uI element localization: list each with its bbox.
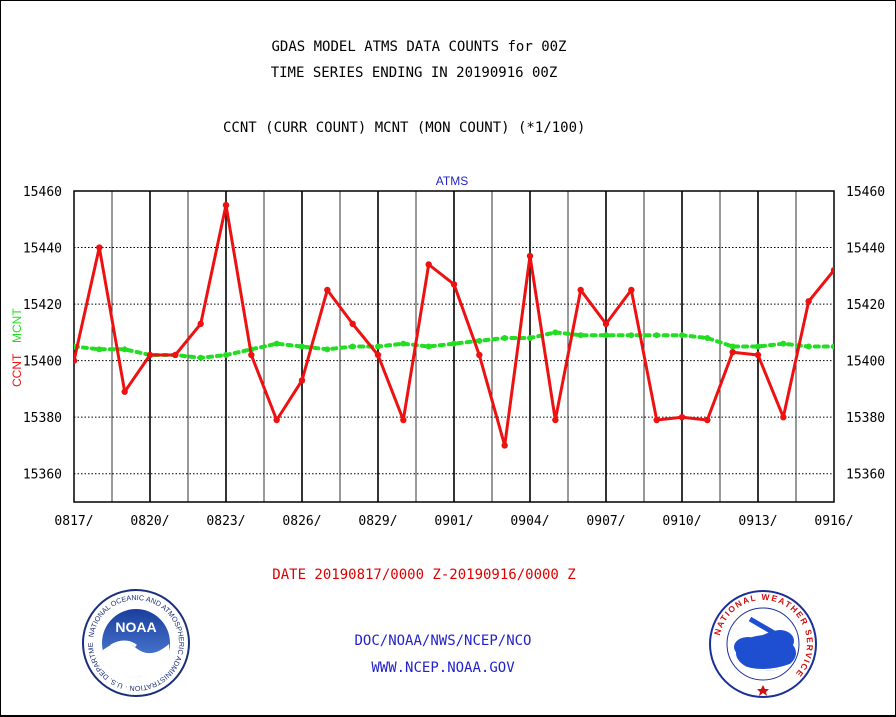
data-point-ccnt <box>577 286 584 294</box>
data-point-ccnt <box>96 244 103 251</box>
data-point-ccnt <box>425 261 432 268</box>
data-point-mcnt <box>729 343 736 350</box>
data-point-ccnt <box>121 388 128 395</box>
data-point-mcnt <box>223 351 229 358</box>
data-point-mcnt <box>704 335 711 342</box>
axis-labels: 0817/0820/0823/0826/0829/0901/0904/0907/… <box>23 185 885 529</box>
data-point-mcnt <box>299 343 305 350</box>
data-point-mcnt <box>349 343 356 350</box>
data-point-mcnt <box>552 329 559 336</box>
data-point-ccnt <box>830 266 834 274</box>
x-tick-label: 0904/ <box>510 514 549 529</box>
data-point-mcnt <box>451 340 457 347</box>
data-point-mcnt <box>425 343 432 350</box>
data-point-mcnt <box>679 332 685 339</box>
series-layer <box>74 201 834 449</box>
data-point-ccnt <box>400 416 407 424</box>
data-point-mcnt <box>805 343 812 350</box>
data-point-mcnt <box>577 332 584 339</box>
y-tick-label-left: 15380 <box>23 411 62 426</box>
x-tick-label: 0820/ <box>130 514 169 529</box>
data-point-ccnt <box>349 320 356 328</box>
data-point-mcnt <box>501 335 508 342</box>
data-point-ccnt <box>476 351 483 359</box>
nws-logo-icon: NATIONAL WEATHER SERVICE <box>709 590 817 698</box>
y-tick-label-left: 15400 <box>23 355 62 370</box>
data-point-ccnt <box>74 357 78 364</box>
x-tick-label: 0829/ <box>358 514 397 529</box>
y-tick-label-left: 15440 <box>23 242 62 257</box>
credit-line: DOC/NOAA/NWS/NCEP/NCO <box>354 633 532 649</box>
data-point-ccnt <box>628 286 635 294</box>
y-axis-label-ccnt: CCNT <box>10 353 24 387</box>
data-point-mcnt <box>603 332 609 339</box>
x-tick-label: 0823/ <box>206 514 245 529</box>
data-point-ccnt <box>374 351 382 359</box>
x-tick-label: 0817/ <box>54 514 93 529</box>
y-tick-label-right: 15420 <box>846 298 885 313</box>
data-point-mcnt <box>476 337 483 344</box>
data-point-mcnt <box>831 343 834 350</box>
data-point-mcnt <box>628 332 635 339</box>
data-point-mcnt <box>121 346 128 353</box>
y-tick-label-right: 15380 <box>846 411 885 426</box>
data-point-ccnt <box>298 377 306 384</box>
data-point-ccnt <box>501 442 508 449</box>
data-point-ccnt <box>146 351 154 359</box>
noaa-logo-icon: NATIONAL OCEANIC AND ATMOSPHERIC ADMINIS… <box>81 588 190 697</box>
chart-title: ATMS <box>436 174 468 188</box>
data-point-ccnt <box>653 416 660 424</box>
y-tick-label-right: 15400 <box>846 355 885 370</box>
data-point-ccnt <box>729 348 736 356</box>
data-point-mcnt <box>197 354 204 361</box>
data-point-ccnt <box>324 286 331 294</box>
data-point-ccnt <box>754 351 762 359</box>
x-tick-label: 0901/ <box>434 514 473 529</box>
y-axis-label-mcnt: MCNT <box>10 308 24 343</box>
data-point-ccnt <box>273 416 280 424</box>
data-point-mcnt <box>324 346 331 353</box>
x-tick-label: 0910/ <box>662 514 701 529</box>
page-subtitle: TIME SERIES ENDING IN 20190916 00Z <box>270 65 558 81</box>
data-point-ccnt <box>704 416 711 424</box>
data-point-ccnt <box>222 201 230 209</box>
x-tick-label: 0826/ <box>282 514 321 529</box>
data-point-mcnt <box>375 343 381 350</box>
data-point-ccnt <box>450 281 458 288</box>
y-tick-label-left: 15420 <box>23 298 62 313</box>
data-point-ccnt <box>172 351 179 359</box>
data-point-ccnt <box>197 320 204 328</box>
y-tick-label-right: 15460 <box>846 185 885 200</box>
website-link[interactable]: WWW.NCEP.NOAA.GOV <box>371 660 515 676</box>
data-point-ccnt <box>552 416 559 424</box>
y-tick-label-left: 15360 <box>23 468 62 483</box>
data-point-ccnt <box>248 351 255 359</box>
x-tick-label: 0907/ <box>586 514 625 529</box>
series-ccnt <box>74 201 834 449</box>
y-tick-label-right: 15360 <box>846 468 885 483</box>
y-axis-label: CCNT MCNT <box>10 308 24 387</box>
page-title: GDAS MODEL ATMS DATA COUNTS for 00Z <box>271 39 567 55</box>
x-tick-label: 0913/ <box>738 514 777 529</box>
series-description: CCNT (CURR COUNT) MCNT (MON COUNT) (*1/1… <box>223 120 586 136</box>
data-point-mcnt <box>755 343 761 350</box>
data-point-ccnt <box>780 413 787 421</box>
data-point-mcnt <box>400 340 407 347</box>
data-point-mcnt <box>780 340 787 347</box>
noaa-logo-text: NOAA <box>115 619 156 635</box>
data-point-mcnt <box>96 346 103 353</box>
data-point-ccnt <box>602 320 610 328</box>
data-point-mcnt <box>653 332 660 339</box>
y-tick-label-right: 15440 <box>846 242 885 257</box>
data-point-mcnt <box>273 340 280 347</box>
data-point-ccnt <box>805 298 812 305</box>
date-range: DATE 20190817/0000 Z-20190916/0000 Z <box>272 567 576 583</box>
data-point-ccnt <box>678 413 686 421</box>
data-point-mcnt <box>527 335 533 342</box>
y-tick-label-left: 15460 <box>23 185 62 200</box>
data-point-ccnt <box>526 252 534 260</box>
x-tick-label: 0916/ <box>814 514 853 529</box>
